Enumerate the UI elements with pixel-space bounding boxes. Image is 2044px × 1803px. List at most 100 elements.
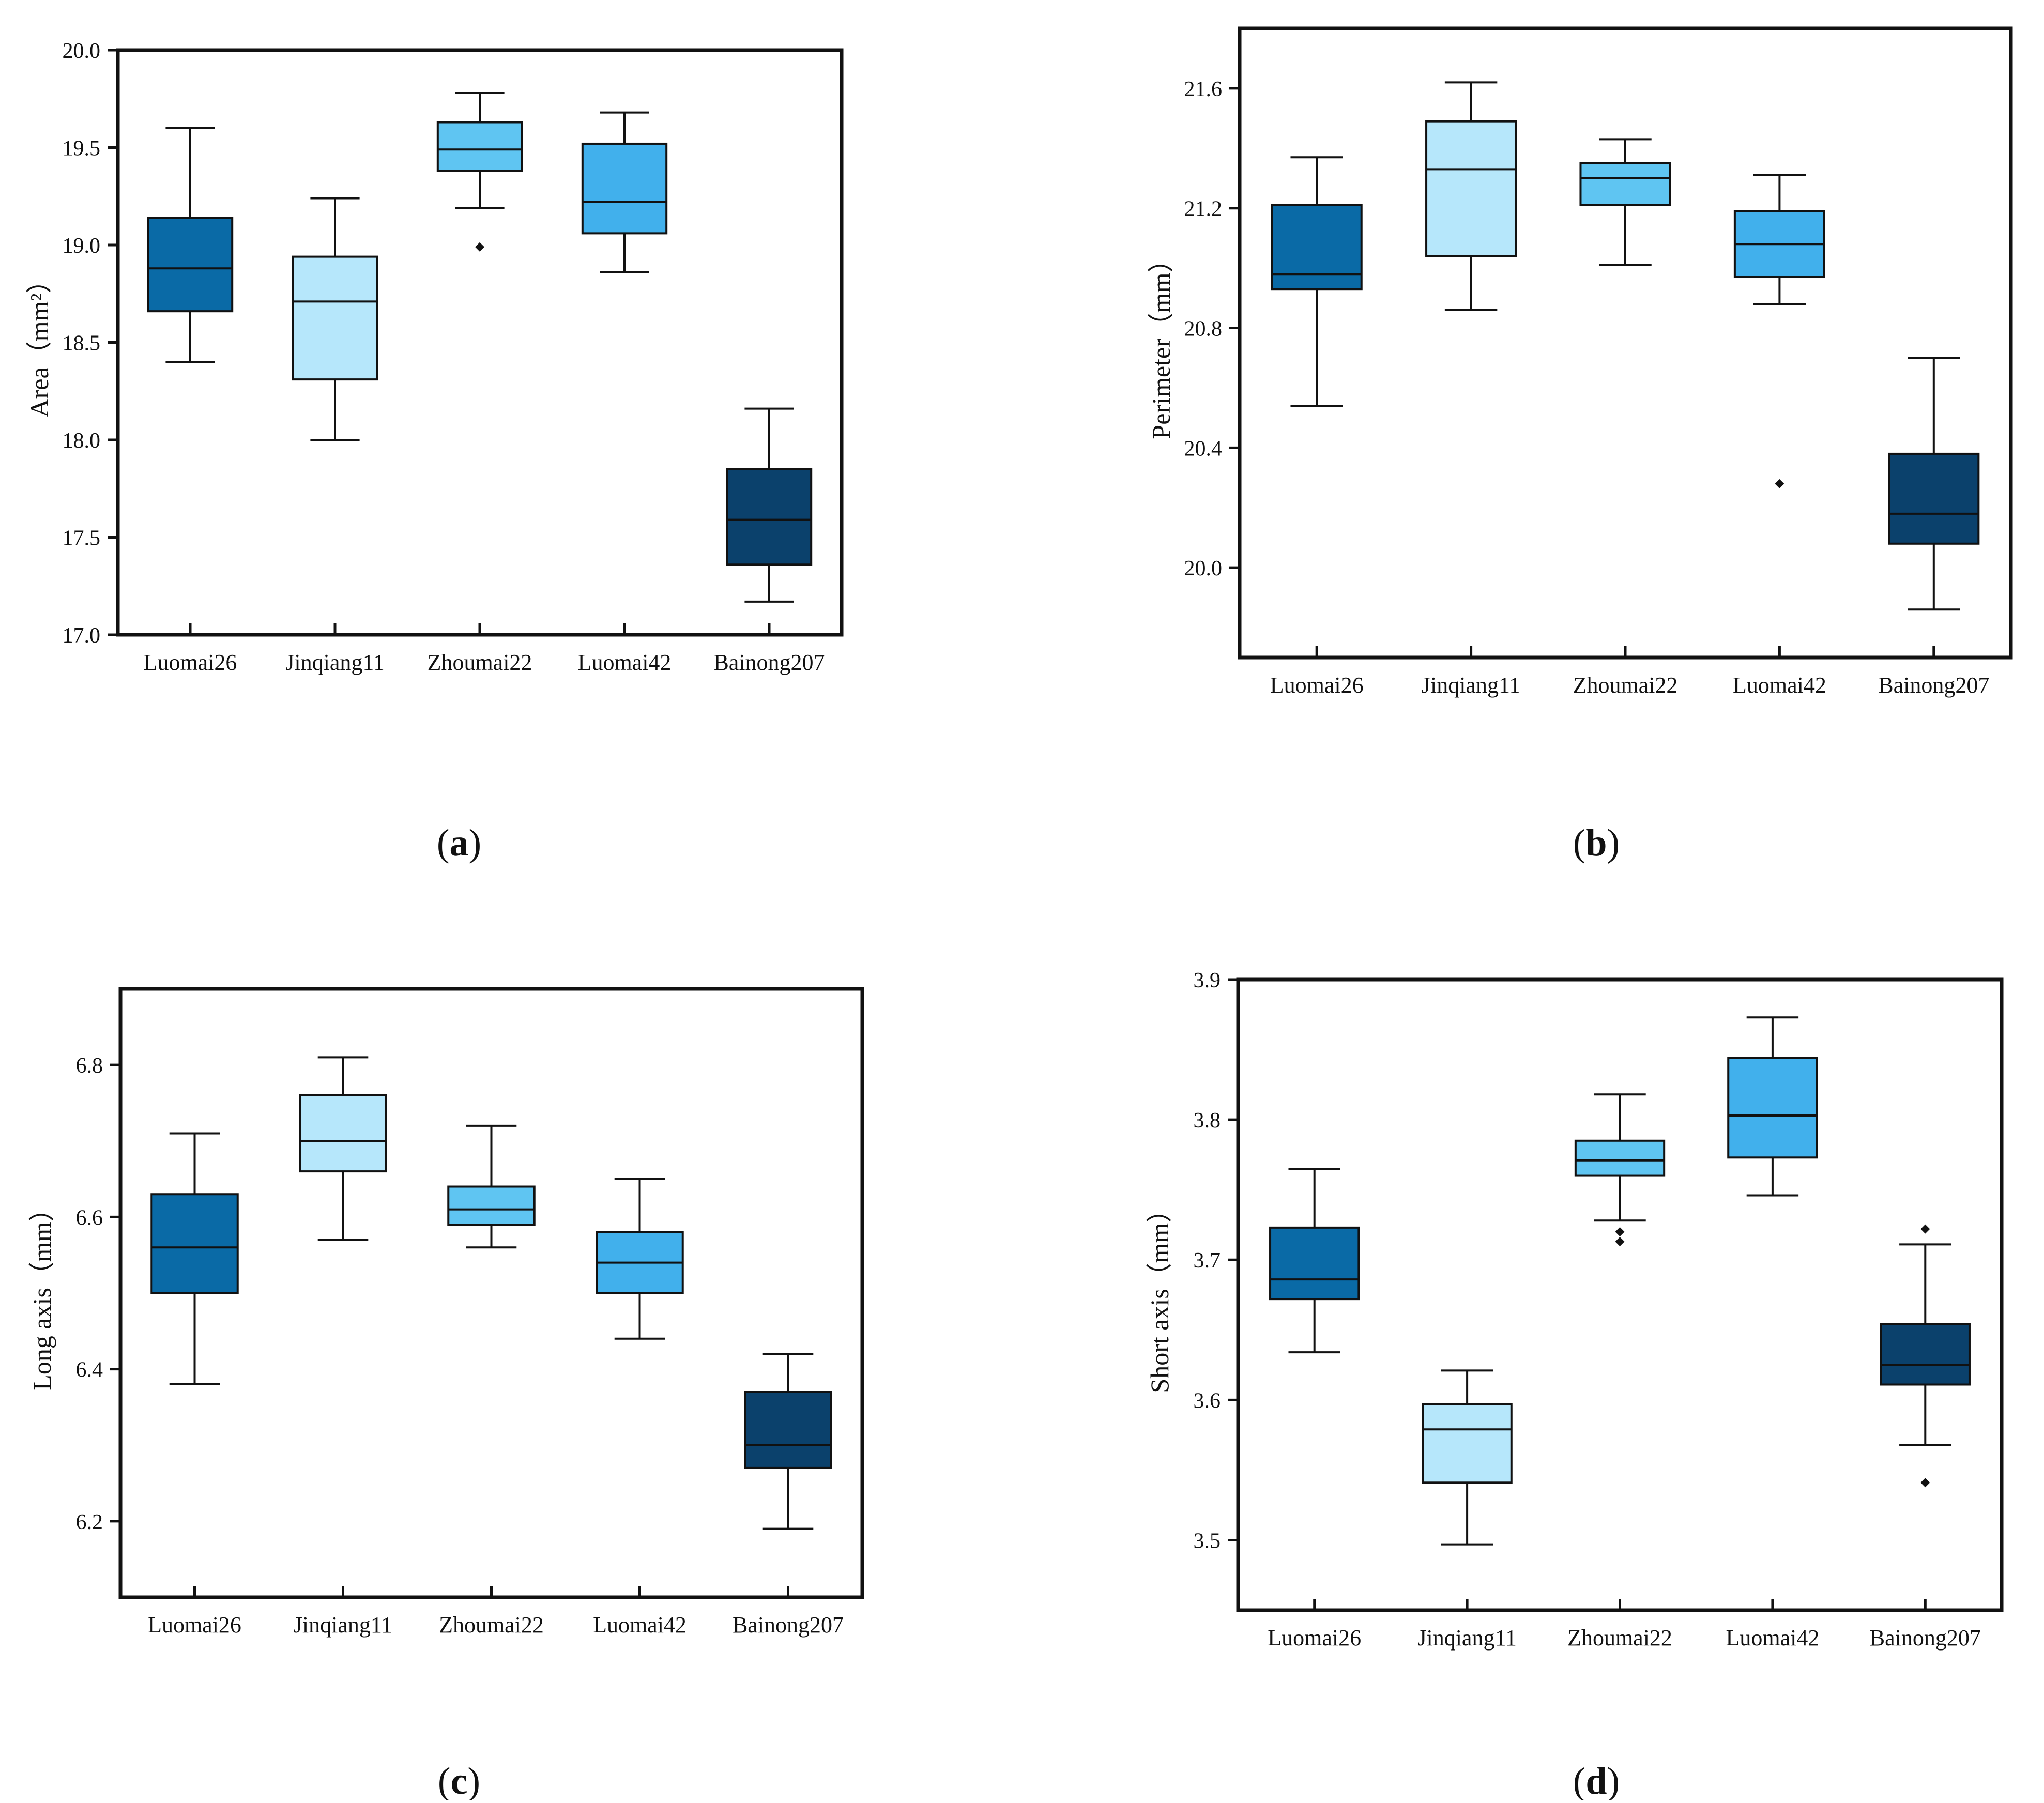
- y-tick-label: 3.6: [1194, 1389, 1221, 1413]
- y-tick-label: 19.0: [63, 234, 101, 258]
- box-luomai42: Luomai42: [1733, 174, 1826, 698]
- x-tick-label: Zhoumai22: [428, 650, 532, 675]
- caption-close-paren: ): [467, 1760, 480, 1800]
- x-tick-label: Jinqiang11: [1422, 673, 1520, 698]
- panel-caption: (b): [1573, 822, 1620, 864]
- caption-close-paren: ): [469, 822, 482, 864]
- x-tick-label: Luomai26: [1270, 673, 1364, 698]
- box-iqr: [147, 217, 234, 313]
- box-iqr: [1574, 1139, 1666, 1177]
- box-zhoumai22: Zhoumai22: [439, 1124, 544, 1638]
- x-tick-label: Bainong207: [1878, 673, 1989, 698]
- caption-letter: b: [1585, 822, 1607, 864]
- box-luomai26: Luomai26: [144, 127, 237, 675]
- box-iqr: [1579, 162, 1671, 206]
- box-iqr: [581, 142, 668, 235]
- y-tick-label: 6.4: [76, 1358, 103, 1382]
- box-iqr: [744, 1391, 832, 1469]
- x-tick-label: Jinqiang11: [1417, 1625, 1516, 1651]
- box-bainong207: Bainong207: [1878, 357, 1989, 698]
- outlier-point: [1615, 1236, 1625, 1246]
- box-jinqiang11: Jinqiang11: [1417, 1369, 1517, 1651]
- box-zhoumai22: Zhoumai22: [1573, 138, 1678, 698]
- box-luomai26: Luomai26: [1268, 1168, 1361, 1651]
- x-tick-label: Luomai42: [1726, 1625, 1819, 1651]
- box-bainong207: Bainong207: [733, 1353, 844, 1638]
- panel-caption: (c): [438, 1760, 480, 1800]
- y-axis-label: Perimeter（mm）: [1147, 247, 1176, 439]
- box-luomai26: Luomai26: [148, 1132, 241, 1638]
- y-axis-label: Long axis（mm）: [27, 1196, 56, 1390]
- y-tick-label: 20.4: [1184, 437, 1223, 461]
- box-iqr: [1880, 1323, 1971, 1386]
- x-tick-label: Zhoumai22: [1573, 673, 1678, 698]
- box-jinqiang11: Jinqiang11: [294, 1056, 392, 1638]
- y-tick-label: 17.5: [63, 527, 101, 551]
- y-tick-label: 20.0: [1184, 557, 1223, 580]
- y-tick-label: 3.7: [1194, 1249, 1221, 1273]
- caption-open-paren: (: [438, 1760, 451, 1800]
- plot-frame: [1238, 26, 2013, 660]
- y-tick-label: 6.2: [76, 1510, 103, 1534]
- box-iqr: [1727, 1057, 1818, 1159]
- y-tick-label: 21.2: [1184, 197, 1223, 221]
- box-luomai42: Luomai42: [593, 1178, 687, 1638]
- outlier-point: [1920, 1478, 1930, 1488]
- box-iqr: [447, 1185, 536, 1226]
- box-bainong207: Bainong207: [1870, 1224, 1981, 1651]
- y-tick-label: 17.0: [63, 624, 101, 648]
- y-tick-label: 3.8: [1194, 1109, 1221, 1133]
- box-iqr: [150, 1193, 239, 1294]
- x-tick-label: Luomai26: [144, 650, 237, 675]
- y-tick-label: 3.9: [1194, 969, 1221, 992]
- y-tick-label: 20.0: [63, 39, 101, 63]
- box-jinqiang11: Jinqiang11: [285, 197, 385, 675]
- x-tick-label: Zhoumai22: [439, 1612, 544, 1638]
- x-tick-label: Bainong207: [1870, 1625, 1981, 1651]
- box-iqr: [1422, 1403, 1513, 1484]
- box-jinqiang11: Jinqiang11: [1422, 81, 1520, 698]
- caption-close-paren: ): [1607, 1760, 1620, 1800]
- x-tick-label: Jinqiang11: [285, 650, 384, 675]
- x-tick-label: Luomai42: [1733, 673, 1826, 698]
- caption-open-paren: (: [1573, 822, 1586, 864]
- outlier-point: [1920, 1224, 1930, 1234]
- x-tick-label: Bainong207: [713, 650, 825, 675]
- chart-panel-b: 20.0 20.4 20.8 21.2 21.6 Perimeter（mm） Luomai2…: [1147, 26, 2013, 864]
- x-tick-label: Jinqiang11: [294, 1612, 392, 1638]
- y-axis-label: Short axis（mm）: [1145, 1197, 1174, 1393]
- panel-caption: (a): [437, 822, 481, 864]
- outlier-point: [475, 242, 484, 252]
- box-zhoumai22: Zhoumai22: [1567, 1093, 1672, 1651]
- caption-letter: c: [451, 1760, 468, 1800]
- y-axis-label: Area（mm²）: [25, 268, 54, 418]
- y-tick-label: 18.5: [63, 332, 101, 356]
- chart-panel-c: 6.2 6.4 6.6 6.8 Long axis（mm） Luomai26 Jinqian…: [27, 987, 864, 1802]
- box-bainong207: Bainong207: [713, 407, 825, 675]
- box-iqr: [292, 255, 378, 381]
- box-iqr: [1425, 120, 1517, 257]
- y-tick-label: 3.5: [1194, 1529, 1221, 1553]
- y-tick-label: 18.0: [63, 429, 101, 453]
- y-tick-label: 19.5: [63, 137, 101, 161]
- caption-letter: d: [1585, 1760, 1607, 1800]
- box-iqr: [1271, 204, 1363, 291]
- x-tick-label: Luomai26: [148, 1612, 241, 1638]
- box-iqr: [726, 468, 813, 566]
- outlier-point: [1615, 1227, 1625, 1236]
- box-luomai42: Luomai42: [578, 111, 671, 675]
- x-tick-label: Zhoumai22: [1567, 1625, 1672, 1651]
- box-iqr: [299, 1094, 387, 1173]
- y-tick-label: 20.8: [1184, 317, 1223, 341]
- chart-panel-d: 3.5 3.6 3.7 3.8 3.9 Short axis（mm） Luomai26 Jin…: [1145, 969, 2004, 1802]
- caption-open-paren: (: [1573, 1760, 1586, 1800]
- x-tick-label: Bainong207: [733, 1612, 844, 1638]
- outlier-point: [1775, 479, 1784, 488]
- caption-close-paren: ): [1607, 822, 1620, 864]
- box-iqr: [436, 121, 523, 172]
- box-iqr: [1269, 1226, 1360, 1301]
- box-zhoumai22: Zhoumai22: [428, 91, 532, 675]
- y-tick-label: 6.8: [76, 1054, 103, 1078]
